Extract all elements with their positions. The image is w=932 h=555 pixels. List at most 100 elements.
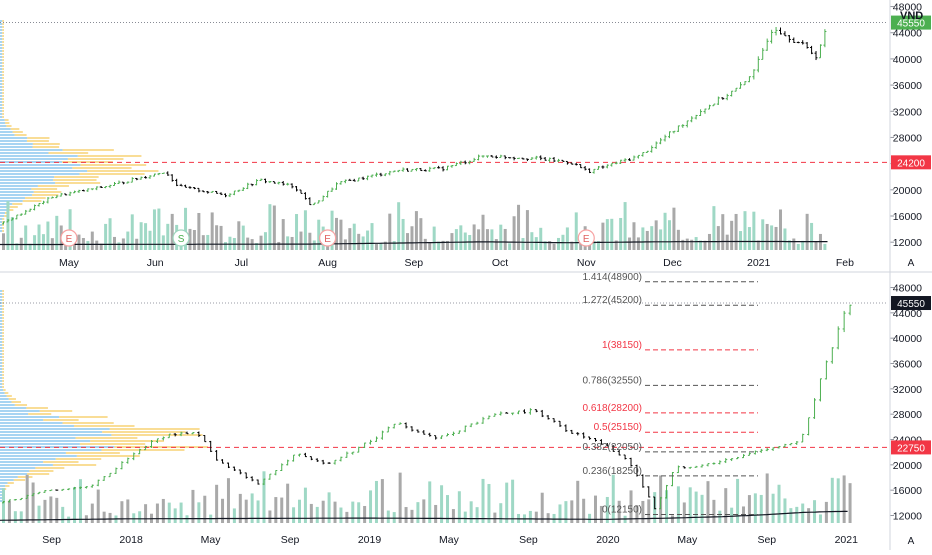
volume-profile-down bbox=[25, 197, 46, 199]
volume-profile-up bbox=[0, 299, 3, 301]
volume-bar bbox=[263, 232, 267, 250]
volume-profile-down bbox=[27, 137, 50, 139]
event-marker-label: E bbox=[324, 234, 331, 245]
volume-bar bbox=[206, 234, 210, 250]
volume-profile-down bbox=[3, 389, 6, 391]
price-label-box bbox=[891, 440, 931, 455]
volume-bar bbox=[472, 224, 476, 250]
volume-profile-down bbox=[2, 383, 4, 385]
volume-profile-down bbox=[2, 365, 4, 367]
weekly-chart-pane[interactable]: 4800044000400003600032000280002400020000… bbox=[0, 272, 931, 546]
volume-profile-down bbox=[2, 71, 4, 73]
volume-profile-up bbox=[0, 359, 3, 361]
volume-bar bbox=[814, 241, 818, 250]
volume-profile-down bbox=[2, 386, 4, 388]
volume-profile-down bbox=[77, 155, 142, 157]
volume-bar bbox=[379, 243, 383, 250]
volume-bar bbox=[410, 509, 414, 523]
volume-bar bbox=[99, 243, 103, 250]
volume-profile-up bbox=[0, 410, 40, 412]
volume-profile-up bbox=[0, 383, 3, 385]
daily-chart-pane[interactable]: 4800044000400003600032000280002400020000… bbox=[0, 2, 931, 269]
volume-bar bbox=[28, 243, 32, 250]
volume-profile-up bbox=[0, 50, 3, 52]
volume-bar bbox=[548, 241, 552, 250]
volume-profile-up bbox=[0, 314, 3, 316]
volume-profile-up bbox=[0, 44, 3, 46]
volume-bar bbox=[499, 224, 503, 250]
volume-bar bbox=[730, 507, 734, 523]
volume-bar bbox=[126, 231, 130, 250]
volume-profile-down bbox=[2, 59, 4, 61]
volume-profile-up bbox=[0, 377, 3, 379]
time-axis-label: Dec bbox=[663, 257, 682, 269]
volume-bar bbox=[761, 219, 765, 250]
volume-profile-up bbox=[0, 155, 78, 157]
volume-bar bbox=[494, 239, 498, 250]
volume-bar bbox=[280, 497, 284, 523]
volume-bar bbox=[499, 503, 503, 523]
volume-bar bbox=[224, 242, 227, 250]
volume-profile-down bbox=[2, 347, 4, 349]
volume-bar bbox=[184, 207, 188, 250]
volume-bar bbox=[739, 231, 743, 250]
volume-bar bbox=[46, 221, 50, 250]
auto-scale-button[interactable]: A bbox=[908, 536, 915, 547]
volume-profile-up bbox=[0, 38, 3, 40]
volume-profile-up bbox=[0, 101, 3, 103]
volume-profile-down bbox=[2, 224, 4, 226]
volume-bar bbox=[463, 511, 467, 523]
volume-profile-up bbox=[0, 347, 3, 349]
volume-bar bbox=[539, 227, 543, 250]
volume-bar bbox=[226, 478, 230, 523]
volume-profile-up bbox=[0, 131, 13, 133]
volume-bar bbox=[521, 238, 525, 250]
time-axis-label: 2021 bbox=[747, 257, 771, 269]
price-tick-label: 28000 bbox=[893, 132, 922, 144]
volume-bar bbox=[308, 232, 312, 250]
price-label: 45550 bbox=[897, 19, 925, 30]
price-tick-label: 20000 bbox=[893, 460, 922, 472]
volume-profile-down bbox=[28, 413, 52, 415]
volume-bar bbox=[517, 204, 521, 250]
volume-profile-down bbox=[109, 428, 200, 430]
price-label: 45550 bbox=[897, 299, 925, 310]
volume-bar bbox=[386, 510, 390, 523]
volume-profile-down bbox=[2, 290, 4, 292]
volume-profile-down bbox=[32, 143, 60, 145]
volume-bar bbox=[752, 211, 756, 250]
volume-bar bbox=[534, 511, 538, 523]
volume-bar bbox=[743, 211, 747, 250]
volume-profile-down bbox=[2, 89, 4, 91]
volume-profile-down bbox=[2, 23, 4, 25]
volume-bar bbox=[565, 227, 569, 250]
volume-bar bbox=[170, 213, 174, 250]
volume-profile-down bbox=[2, 104, 4, 106]
volume-bar bbox=[672, 207, 676, 250]
volume-bar bbox=[221, 498, 225, 523]
volume-bar bbox=[605, 219, 609, 250]
volume-profile-up bbox=[0, 95, 3, 97]
volume-profile-down bbox=[2, 356, 4, 358]
volume-profile-up bbox=[0, 329, 3, 331]
volume-bar bbox=[203, 495, 207, 523]
volume-profile-up bbox=[0, 173, 80, 175]
volume-bar bbox=[108, 512, 112, 523]
time-axis-label: May bbox=[201, 534, 222, 546]
volume-bar bbox=[716, 226, 720, 250]
currency-unit-label: VND bbox=[900, 10, 923, 22]
volume-bar bbox=[647, 499, 651, 523]
event-marker bbox=[577, 229, 595, 247]
volume-profile-up bbox=[0, 92, 3, 94]
volume-profile-down bbox=[8, 398, 16, 400]
volume-bar bbox=[126, 499, 130, 523]
auto-scale-button[interactable]: A bbox=[908, 258, 915, 269]
volume-bar bbox=[357, 502, 361, 523]
volume-bar bbox=[848, 483, 852, 523]
volume-bar bbox=[15, 243, 19, 250]
volume-bar bbox=[706, 481, 710, 523]
volume-bar bbox=[493, 512, 497, 523]
volume-bar bbox=[432, 226, 436, 250]
volume-bar bbox=[152, 209, 156, 250]
